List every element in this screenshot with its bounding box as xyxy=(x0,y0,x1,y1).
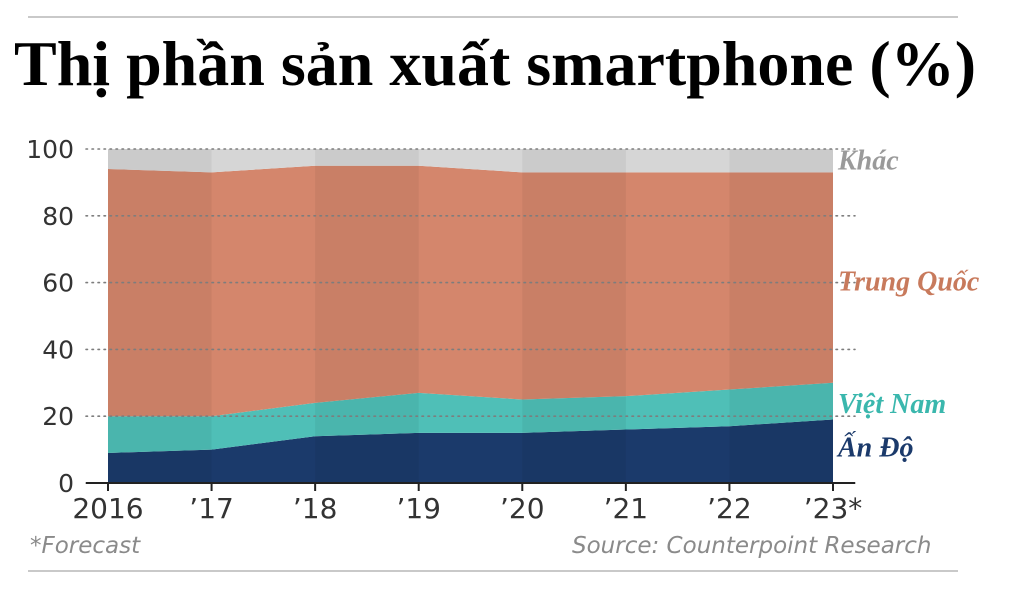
y-tick-label-1: 20 xyxy=(42,402,74,431)
area-2 xyxy=(108,382,833,453)
source-note: Source: Counterpoint Research xyxy=(572,533,932,559)
x-tick-label-0: 2016 xyxy=(72,492,143,525)
top-rule xyxy=(28,16,958,18)
x-tick-label-2: ’18 xyxy=(293,492,338,525)
area-3 xyxy=(108,165,833,417)
x-tick-label-4: ’20 xyxy=(500,492,545,525)
x-tick-label-7: ’23* xyxy=(804,492,863,525)
year-band xyxy=(729,149,833,483)
series-label-1: Ấn Độ xyxy=(836,431,913,463)
bottom-rule xyxy=(28,570,958,572)
y-tick-label-3: 60 xyxy=(42,269,74,298)
y-tick-label-4: 80 xyxy=(42,202,74,231)
series-label-3: Trung Quốc xyxy=(838,267,980,298)
series-label-4: Khác xyxy=(837,146,899,177)
year-band xyxy=(108,149,212,483)
area-layer xyxy=(108,149,833,483)
y-tick-label-5: 100 xyxy=(26,135,74,164)
x-tick-label-3: ’19 xyxy=(396,492,441,525)
year-bands xyxy=(108,149,833,483)
series-labels: Ấn Độ Việt Nam Trung Quốc Khác xyxy=(836,146,980,464)
series-label-2: Việt Nam xyxy=(838,389,946,420)
footnote-forecast: *Forecast xyxy=(30,533,141,559)
chart-title: Thị phần sản xuất smartphone (%) xyxy=(14,28,976,99)
area-1 xyxy=(108,419,833,483)
y-tick-label-0: 0 xyxy=(58,469,74,498)
area-4 xyxy=(108,149,833,173)
x-tick-label-1: ’17 xyxy=(189,492,234,525)
x-tick-label-5: ’21 xyxy=(604,492,649,525)
year-band xyxy=(315,149,419,483)
year-band xyxy=(522,149,626,483)
axes: 0 20 40 60 80 100 2016 ’17 ’18 ’19 ’20 ’21 ’22 ’23* xyxy=(26,135,862,525)
y-tick-label-2: 40 xyxy=(42,335,74,364)
x-tick-label-6: ’22 xyxy=(707,492,752,525)
